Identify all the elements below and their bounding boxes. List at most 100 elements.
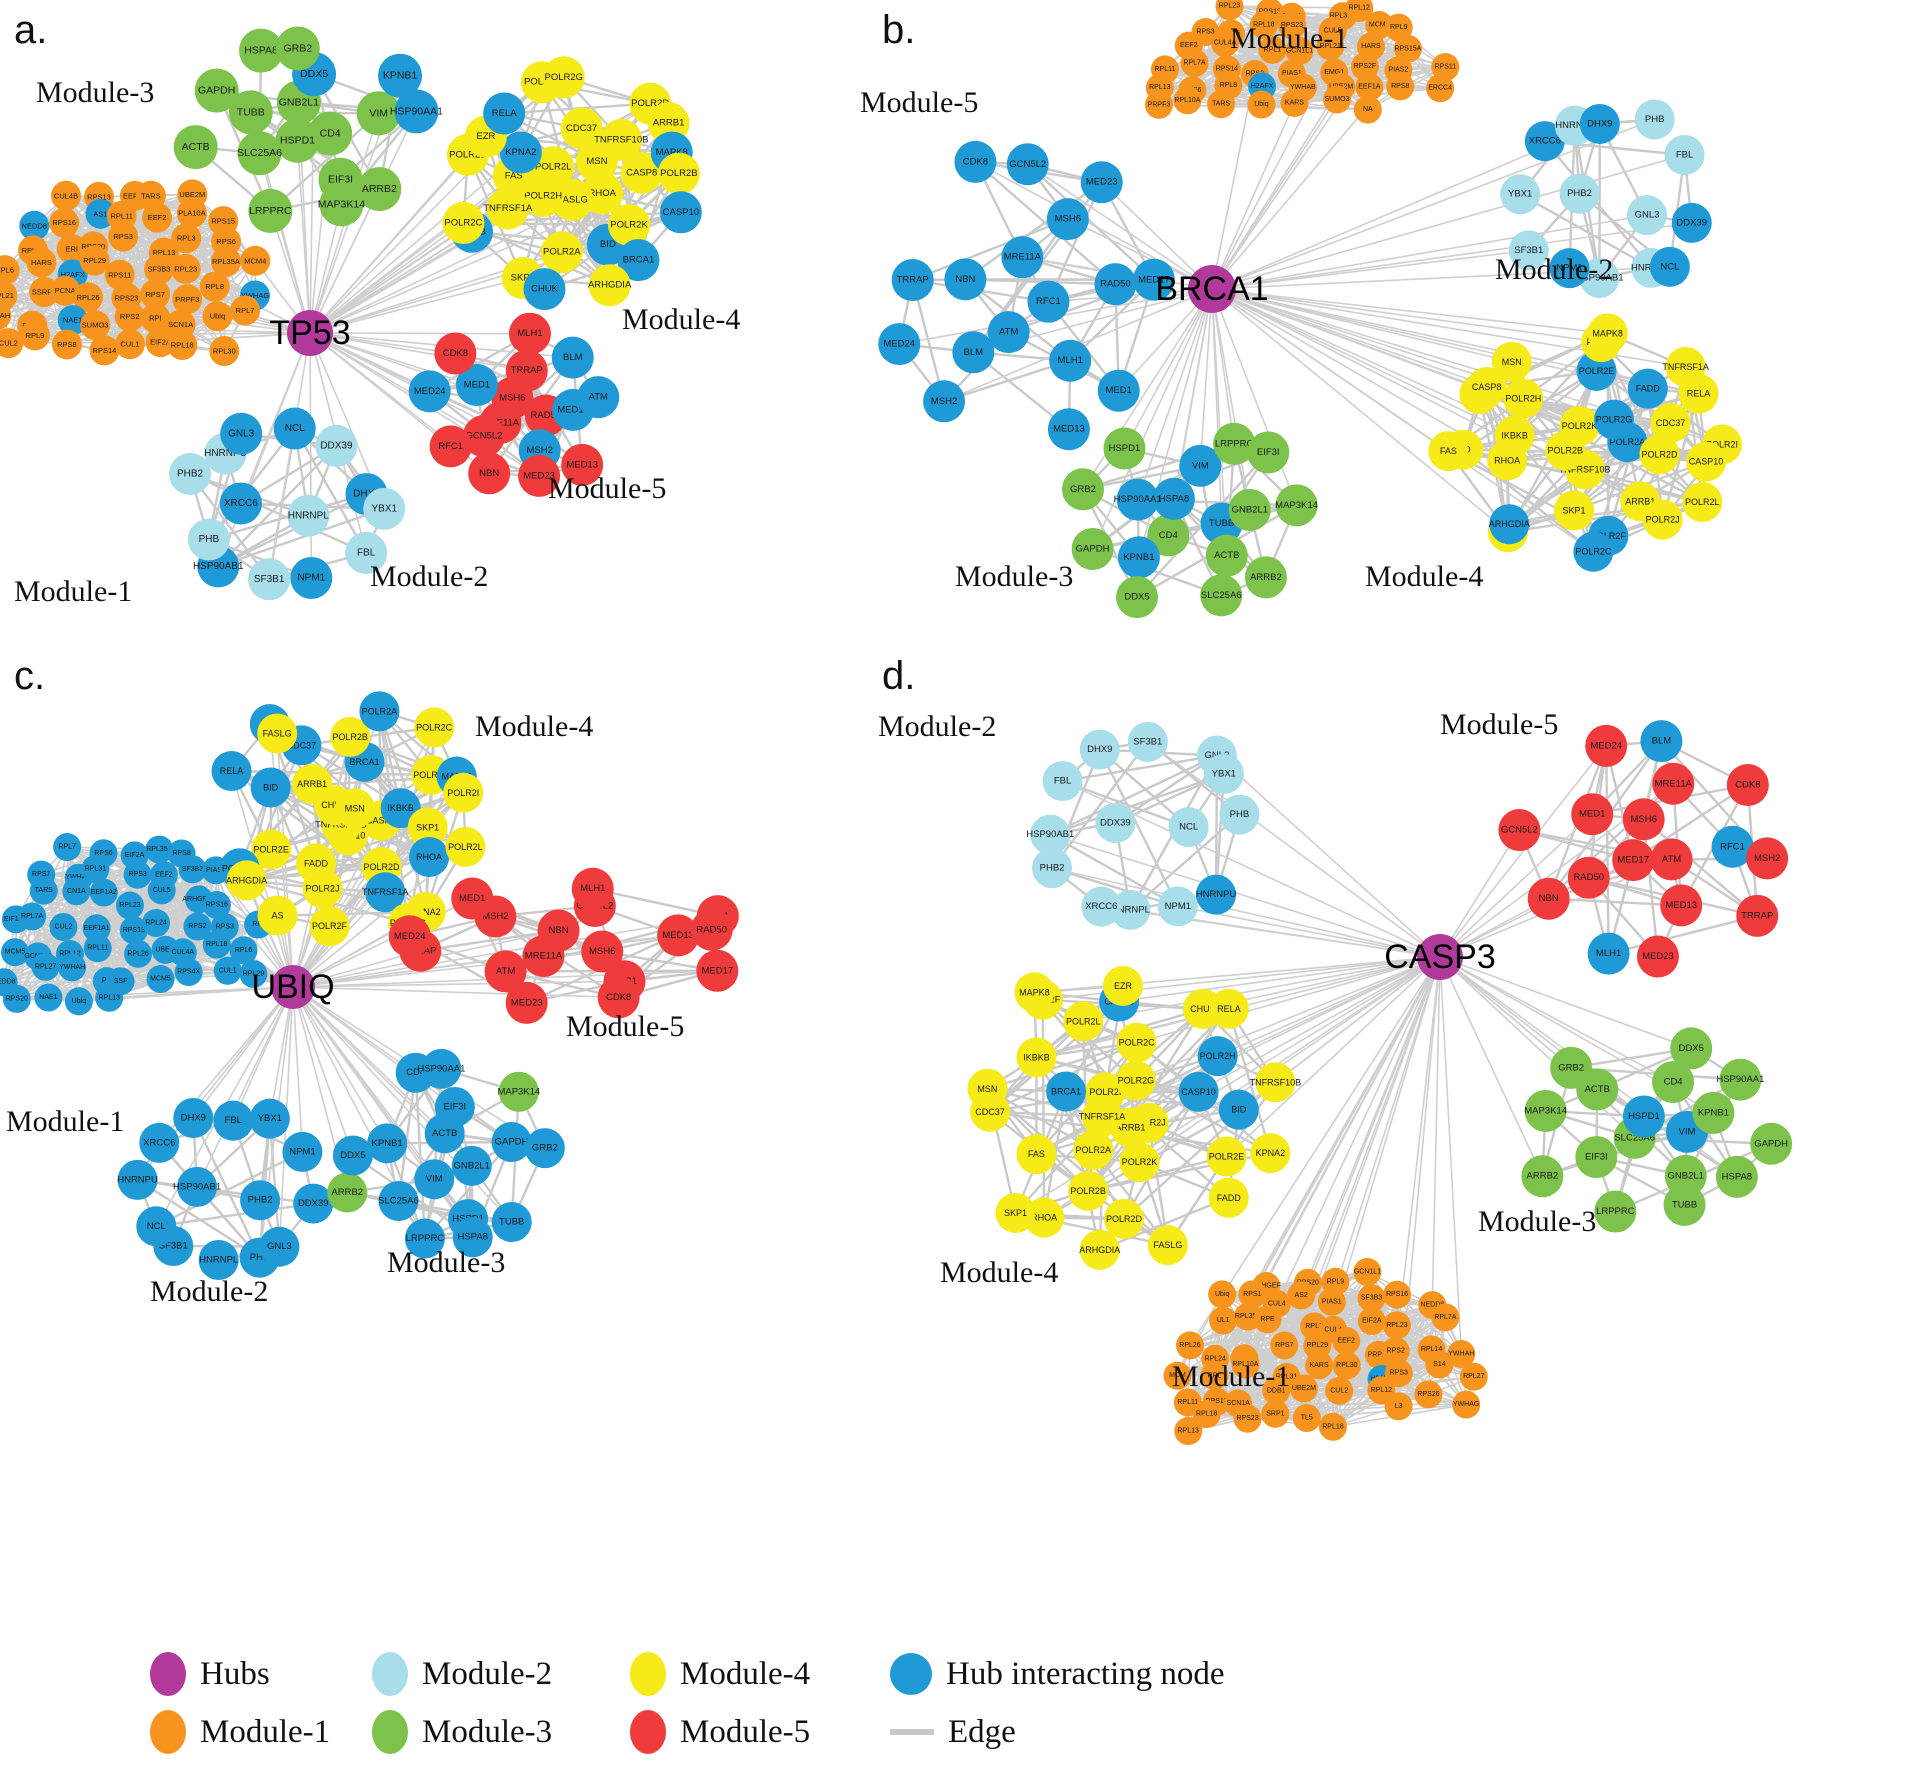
node-b-msn[interactable] — [1491, 341, 1532, 382]
node-d-rps26[interactable] — [1414, 1380, 1443, 1409]
node-b-eif3i[interactable] — [1247, 431, 1290, 474]
node-d-polr2c[interactable] — [1116, 1022, 1157, 1063]
node-a-rpl30[interactable] — [209, 335, 240, 366]
node-d-cul2[interactable] — [1325, 1376, 1354, 1405]
node-a-pla10a[interactable] — [176, 198, 207, 229]
node-c-polr2l[interactable] — [445, 826, 486, 867]
node-b-rad50[interactable] — [1094, 263, 1137, 306]
node-d-lrpprc[interactable] — [1594, 1190, 1637, 1233]
node-b-arrb2[interactable] — [1244, 556, 1287, 599]
node-a-ybx1[interactable] — [363, 487, 406, 530]
node-c-gapdh[interactable] — [491, 1122, 532, 1163]
node-d-rps16[interactable] — [1383, 1280, 1412, 1309]
node-a-polr2g[interactable] — [542, 56, 585, 99]
node-c-skp1[interactable] — [407, 807, 448, 848]
node-a-kpnb1[interactable] — [378, 53, 423, 98]
node-b-hspd1[interactable] — [1103, 427, 1146, 470]
node-b-trrap[interactable] — [891, 259, 934, 302]
node-d-msn[interactable] — [967, 1068, 1008, 1109]
node-b-hsp90aa1[interactable] — [1116, 478, 1159, 521]
node-a-rpl9[interactable] — [19, 320, 50, 351]
node-c-eef1a2[interactable] — [89, 878, 118, 907]
node-d-ncl[interactable] — [1168, 807, 1209, 848]
node-b-ikbkb[interactable] — [1494, 415, 1535, 456]
node-b-mlh1[interactable] — [1049, 339, 1092, 382]
node-a-rpl29[interactable] — [79, 245, 110, 276]
node-d-tubb[interactable] — [1663, 1183, 1706, 1226]
node-b-med1[interactable] — [1097, 369, 1140, 412]
node-c-polr2a[interactable] — [359, 691, 400, 732]
node-b-eef1a[interactable] — [1355, 73, 1384, 102]
node-c-lrpprc[interactable] — [404, 1218, 445, 1259]
node-d-pias1[interactable] — [1317, 1287, 1346, 1316]
node-b-ercc4[interactable] — [1426, 74, 1455, 103]
node-c-hsp90ab1[interactable] — [177, 1166, 218, 1207]
node-c-cn1a[interactable] — [62, 877, 91, 906]
node-d-rfc1[interactable] — [1711, 825, 1754, 868]
node-d-brca1[interactable] — [1046, 1071, 1087, 1112]
node-b-gnb2l1[interactable] — [1228, 488, 1271, 531]
node-d-ubiq[interactable] — [1208, 1280, 1237, 1309]
node-d-casp10[interactable] — [1178, 1071, 1219, 1112]
node-c-gnl3[interactable] — [259, 1226, 300, 1267]
node-c-rpl31[interactable] — [81, 855, 110, 884]
node-c-bid[interactable] — [250, 767, 291, 808]
node-d-ywhah[interactable] — [1447, 1339, 1476, 1368]
node-d-eif3i[interactable] — [1575, 1136, 1618, 1179]
node-c-polr2j[interactable] — [302, 868, 343, 909]
node-b-vim[interactable] — [1179, 444, 1222, 487]
node-d-phb[interactable] — [1219, 794, 1260, 835]
node-c-rhoa[interactable] — [409, 837, 450, 878]
node-a-rpl8[interactable] — [199, 271, 230, 302]
node-d-gcn5l2[interactable] — [1498, 809, 1541, 852]
node-b-cdc37[interactable] — [1650, 402, 1691, 443]
node-b-med23[interactable] — [1080, 161, 1123, 204]
node-c-cul1[interactable] — [213, 956, 242, 985]
node-a-rpl23[interactable] — [170, 253, 201, 284]
node-c-rps20[interactable] — [2, 984, 31, 1013]
node-d-polr2e[interactable] — [1206, 1136, 1247, 1177]
node-b-map3k14[interactable] — [1275, 484, 1318, 527]
node-a-ncl[interactable] — [273, 407, 316, 450]
node-a-rps11[interactable] — [104, 259, 135, 290]
node-d-hnrnpu[interactable] — [1196, 874, 1237, 915]
node-d-bid[interactable] — [1218, 1089, 1259, 1130]
node-b-polr2l[interactable] — [1682, 481, 1723, 522]
node-d-nbn[interactable] — [1527, 877, 1570, 920]
node-a-chuk[interactable] — [523, 268, 566, 311]
node-a-trrap[interactable] — [505, 349, 548, 392]
node-b-casp8[interactable] — [1466, 367, 1507, 408]
node-d-kpnb1[interactable] — [1692, 1091, 1735, 1134]
node-c-polr2b[interactable] — [330, 716, 371, 757]
node-c-rpl24[interactable] — [142, 909, 171, 938]
node-a-map3k14[interactable] — [319, 182, 364, 227]
node-c-rpl13[interactable] — [95, 983, 124, 1012]
node-a-atm[interactable] — [577, 376, 620, 419]
node-c-map3k14[interactable] — [498, 1071, 539, 1112]
node-d-ddb1[interactable] — [1262, 1376, 1291, 1405]
node-c-rela[interactable] — [211, 751, 252, 792]
node-a-rps3[interactable] — [108, 221, 139, 252]
node-d-polr2a[interactable] — [1073, 1129, 1114, 1170]
node-b-grb2[interactable] — [1061, 468, 1104, 511]
node-c-eef1a1[interactable] — [82, 914, 111, 943]
node-c-arrb2[interactable] — [327, 1172, 368, 1213]
node-b-sumo3[interactable] — [1323, 85, 1352, 114]
node-a-prpf3[interactable] — [172, 284, 203, 315]
node-b-cd4[interactable] — [1147, 514, 1190, 557]
node-a-nae1[interactable] — [57, 305, 88, 336]
node-d-polr2k[interactable] — [1119, 1142, 1160, 1183]
node-a-polr2k[interactable] — [608, 204, 651, 247]
node-a-med23[interactable] — [518, 454, 561, 497]
node-d-hsp90ab1[interactable] — [1030, 814, 1071, 855]
node-c-atm[interactable] — [484, 950, 527, 993]
node-d-cd4[interactable] — [1652, 1061, 1695, 1104]
node-b-mapk8[interactable] — [1587, 313, 1628, 354]
node-b-polr2h[interactable] — [1503, 378, 1544, 419]
node-a-tnfrsf1a[interactable] — [486, 187, 529, 230]
node-d-rpl13[interactable] — [1174, 1417, 1203, 1446]
node-d-rpe[interactable] — [1253, 1305, 1282, 1334]
node-a-rpi[interactable] — [140, 303, 171, 334]
node-a-casp8[interactable] — [620, 151, 663, 194]
node-a-cdc37[interactable] — [560, 107, 603, 150]
